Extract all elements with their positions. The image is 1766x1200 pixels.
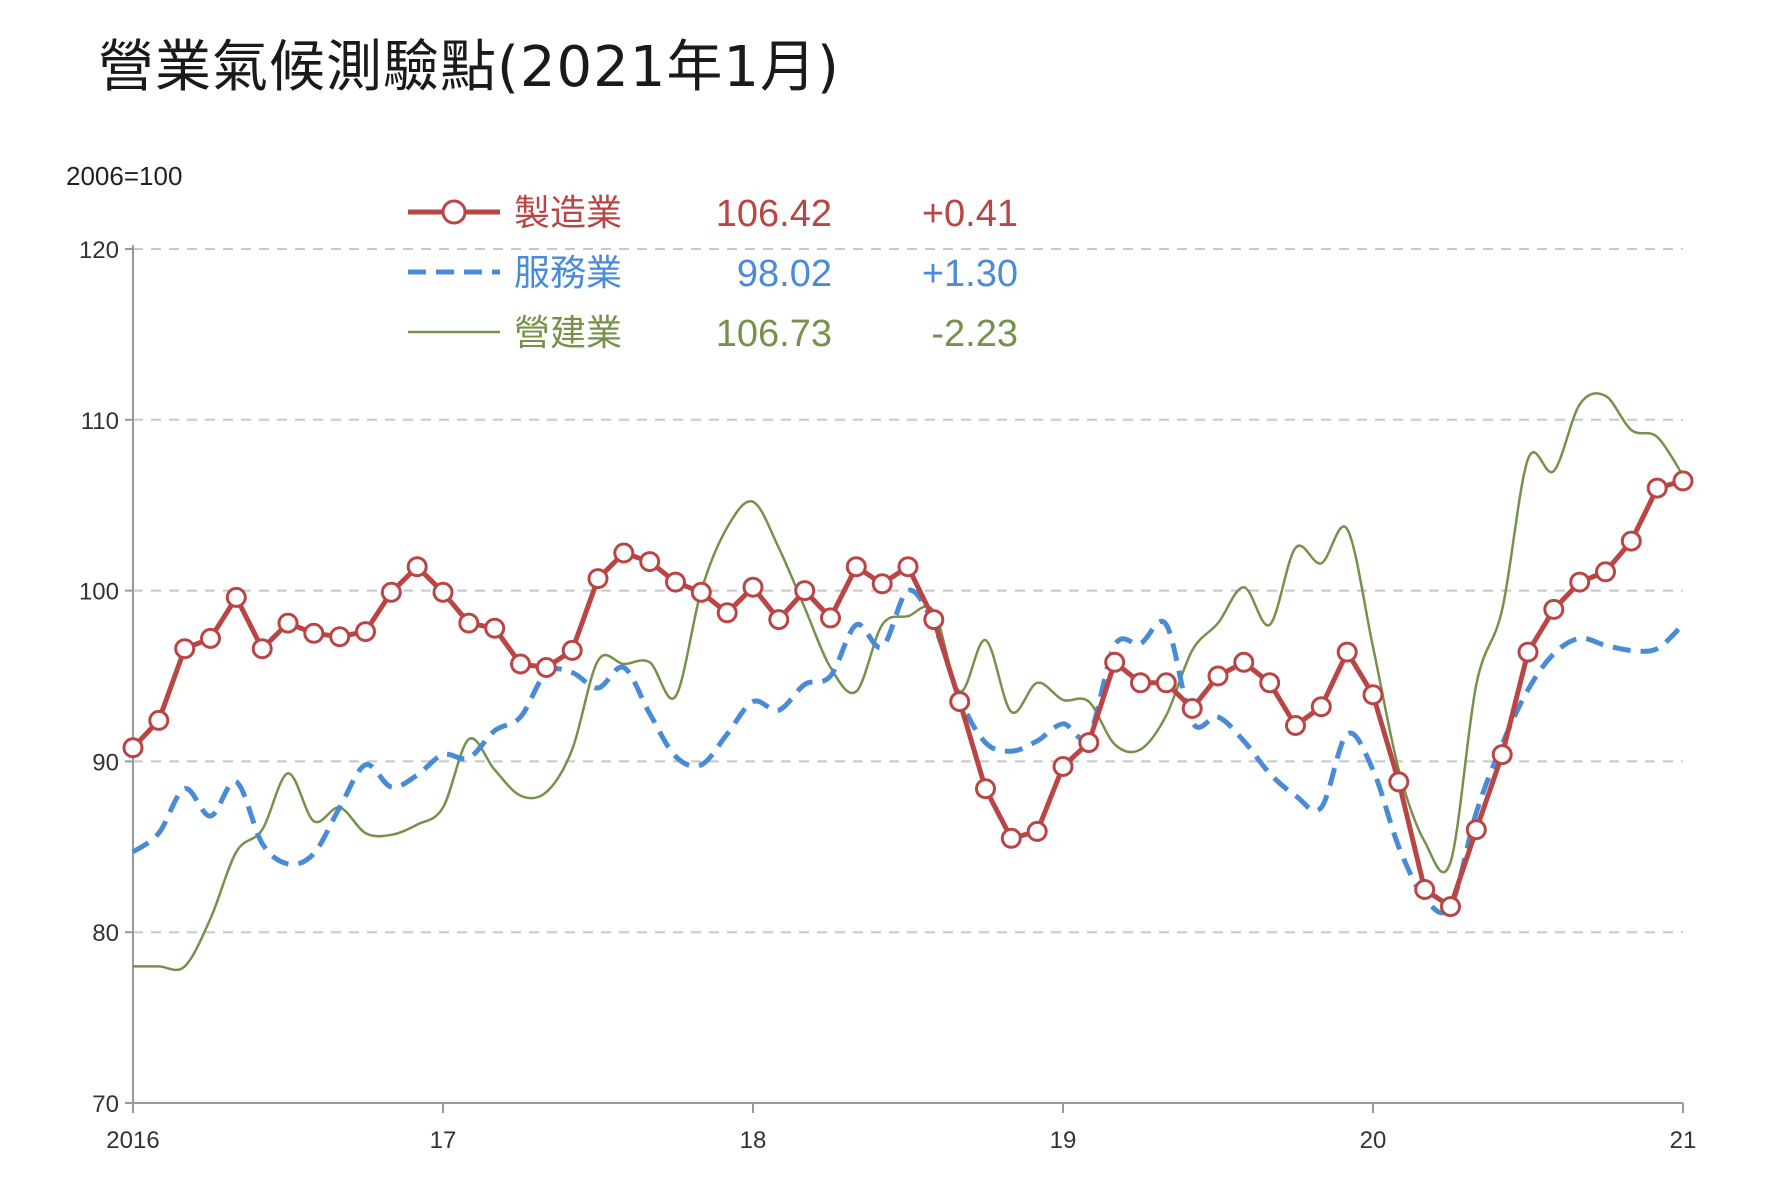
x-tick-label: 20	[1360, 1127, 1387, 1154]
y-tick-label: 70	[92, 1091, 119, 1118]
data-point	[1259, 672, 1281, 694]
data-point	[1362, 684, 1384, 706]
legend-change-value: -2.23	[931, 313, 1018, 355]
data-point	[1646, 477, 1668, 499]
data-point	[1078, 732, 1100, 754]
axes	[125, 245, 1684, 1113]
chart-title: 營業氣候測驗點(2021年1月)	[98, 35, 840, 100]
data-point	[1181, 698, 1203, 719]
data-point	[1155, 672, 1177, 694]
data-point	[484, 617, 506, 639]
legend-change-value: +1.30	[922, 253, 1018, 295]
data-point	[975, 778, 996, 800]
y-tick-label: 100	[79, 579, 119, 606]
legend-label: 營建業	[514, 313, 622, 354]
data-point	[1491, 744, 1513, 766]
data-point	[561, 639, 583, 661]
data-point	[613, 542, 635, 564]
unit-label: 2006=100	[66, 161, 182, 191]
data-point	[949, 691, 971, 713]
data-point	[355, 621, 376, 643]
data-point	[1595, 561, 1616, 583]
legend-item: 營建業 106.73 -2.23	[408, 313, 1018, 355]
data-point	[923, 609, 945, 631]
data-point	[1620, 530, 1642, 552]
data-point	[432, 581, 454, 603]
data-point	[742, 576, 764, 598]
legend-marker	[441, 199, 467, 225]
x-tick-label: 18	[740, 1127, 767, 1154]
x-tick-label: 17	[430, 1127, 457, 1154]
y-tick-label: 120	[79, 237, 119, 264]
data-point	[122, 737, 144, 759]
x-tick-label: 2016	[106, 1127, 159, 1154]
data-point	[897, 556, 919, 578]
series-營建業	[132, 392, 1685, 972]
legend-label: 製造業	[514, 193, 622, 234]
data-point	[587, 568, 609, 590]
data-point	[510, 653, 531, 675]
data-point	[871, 573, 893, 595]
data-point	[716, 602, 738, 624]
data-point	[277, 612, 299, 634]
data-point	[690, 581, 712, 603]
data-point	[1543, 598, 1565, 620]
data-point	[1026, 820, 1048, 842]
y-tick-label: 80	[92, 920, 119, 947]
x-tick-label: 19	[1050, 1127, 1077, 1154]
data-point	[174, 638, 196, 660]
data-point	[1336, 641, 1358, 663]
data-point	[794, 580, 816, 602]
data-point	[1233, 651, 1255, 673]
data-point	[1207, 665, 1229, 687]
data-point	[1285, 715, 1306, 736]
series-layer	[122, 392, 1694, 972]
legend-latest-value: 106.73	[716, 313, 832, 355]
data-point	[665, 571, 686, 593]
data-point	[1440, 896, 1461, 918]
y-tick-label: 110	[81, 408, 119, 435]
data-point	[1310, 696, 1332, 718]
grid-lines	[133, 248, 1683, 934]
data-point	[845, 556, 867, 578]
legend-item: 製造業 106.42 +0.41	[408, 193, 1018, 235]
data-point	[1000, 827, 1022, 849]
data-point	[1517, 641, 1539, 663]
data-point	[380, 581, 402, 603]
data-point	[1465, 819, 1487, 841]
data-point	[200, 627, 221, 649]
legend-change-value: +0.41	[922, 193, 1018, 235]
data-point	[639, 551, 661, 573]
series-line-manufacturing	[131, 478, 1684, 910]
data-point	[820, 607, 841, 629]
x-tick-label: 21	[1670, 1127, 1697, 1154]
data-point	[1052, 756, 1074, 777]
data-point	[535, 657, 557, 678]
legend-item: 服務業 98.02 +1.30	[408, 253, 1018, 295]
data-point	[1104, 651, 1126, 673]
data-point	[406, 556, 428, 578]
legend: 製造業 106.42 +0.41 服務業 98.02 +1.30 營建業 106.73 -2.2…	[408, 193, 1018, 355]
data-point	[1672, 470, 1694, 492]
series-line-construction	[132, 392, 1685, 972]
data-point	[329, 626, 351, 648]
data-point	[1388, 771, 1410, 793]
series-製造業	[122, 470, 1694, 918]
data-point	[1569, 571, 1591, 593]
tick-labels: 120 110 100 90 80 70 2016 17 18 19 20 21	[79, 237, 1696, 1154]
data-point	[458, 612, 480, 634]
legend-latest-value: 106.42	[716, 193, 832, 235]
data-point	[1414, 879, 1436, 900]
data-point	[148, 709, 170, 731]
y-tick-label: 90	[92, 749, 119, 776]
data-point	[225, 586, 247, 608]
data-point	[1130, 672, 1151, 694]
legend-label: 服務業	[514, 253, 622, 294]
data-point	[768, 609, 790, 631]
data-point	[303, 622, 325, 644]
data-point	[251, 638, 273, 660]
legend-latest-value: 98.02	[737, 253, 832, 295]
